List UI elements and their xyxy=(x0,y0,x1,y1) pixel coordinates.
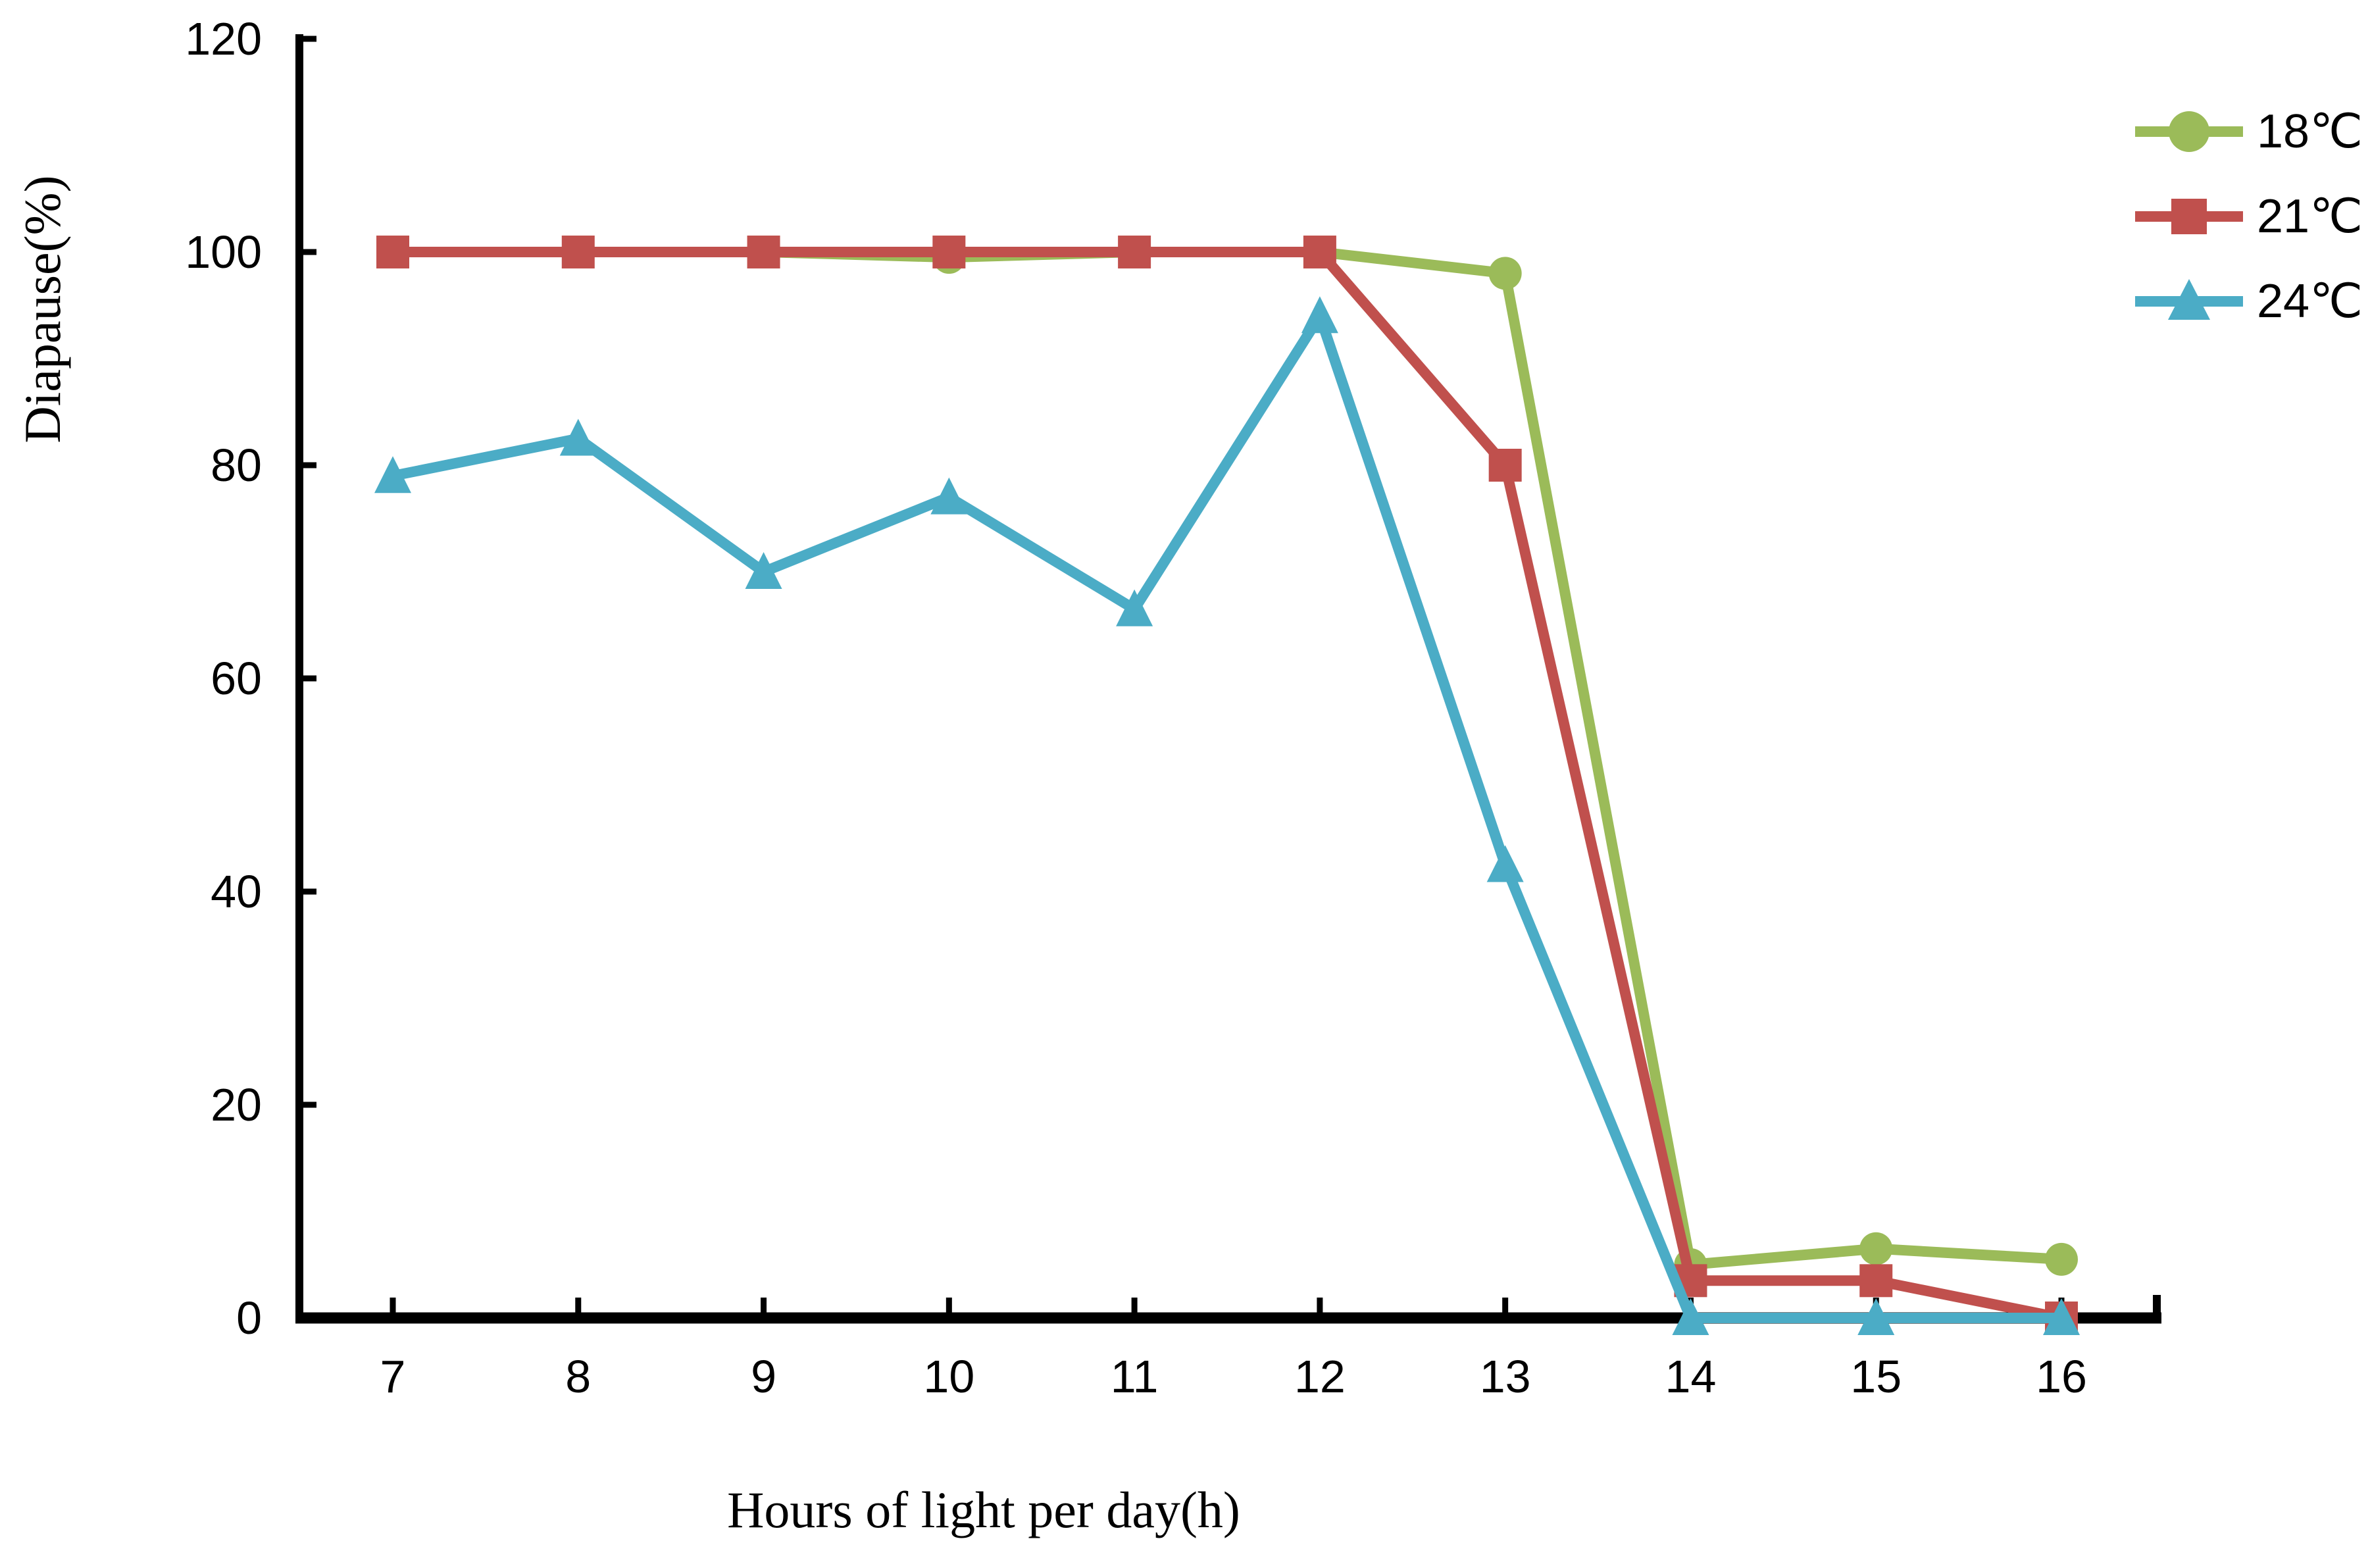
x-tick-label: 10 xyxy=(923,1351,974,1402)
triangle-marker xyxy=(745,552,782,589)
square-marker xyxy=(2171,199,2207,234)
y-tick-label: 20 xyxy=(211,1079,262,1130)
legend: 18℃ 21℃ 24℃ xyxy=(2133,105,2363,360)
square-marker xyxy=(376,236,409,268)
triangle-marker xyxy=(1672,1298,1709,1335)
x-tick-label: 8 xyxy=(565,1351,591,1402)
x-tick-label: 7 xyxy=(380,1351,406,1402)
square-marker xyxy=(1859,1264,1893,1298)
series-line-21℃ xyxy=(393,247,2063,1323)
triangle-marker xyxy=(2043,1298,2080,1335)
legend-label-18c: 18℃ xyxy=(2257,105,2363,158)
series-line-18℃ xyxy=(393,247,2062,1271)
square-marker xyxy=(1488,449,1522,482)
triangle-marker xyxy=(374,456,411,493)
legend-square-marker-icon xyxy=(2135,199,2243,234)
triangle-marker xyxy=(930,477,968,515)
y-tick-label: 80 xyxy=(211,440,262,491)
triangle-marker xyxy=(559,418,597,456)
x-axis-title: Hours of light per day(h) xyxy=(727,1481,1240,1538)
legend-label-24c: 24℃ xyxy=(2257,275,2363,328)
circle-marker xyxy=(2045,1242,2079,1276)
y-tick-label: 40 xyxy=(211,866,262,917)
triangle-marker xyxy=(1116,589,1153,626)
square-marker xyxy=(747,236,780,268)
series-24℃ xyxy=(374,296,2080,1335)
x-tick-label: 15 xyxy=(1850,1351,1902,1402)
series-21℃ xyxy=(376,236,2079,1334)
legend-triangle-marker-icon xyxy=(2135,279,2243,320)
y-axis-title: Diapause(%) xyxy=(14,175,71,443)
triangle-marker xyxy=(1301,296,1338,334)
legend-label-21c: 21℃ xyxy=(2257,190,2363,243)
square-marker xyxy=(1118,236,1151,268)
axes-layer: 0 20 40 60 80 100 120 7 8 9 10 11 12 13 14 15 16 xyxy=(185,13,2161,1402)
triangle-marker xyxy=(2168,279,2210,320)
x-tick-label: 16 xyxy=(2036,1351,2087,1402)
series-layer xyxy=(374,236,2080,1335)
square-marker xyxy=(932,236,966,268)
square-marker xyxy=(561,236,595,268)
x-tick-label: 12 xyxy=(1294,1351,1346,1402)
legend-circle-marker-icon xyxy=(2135,111,2243,152)
x-tick-label: 14 xyxy=(1665,1351,1717,1402)
square-marker xyxy=(1303,236,1336,268)
legend-item-24c: 24℃ xyxy=(2133,275,2363,328)
legend-item-21c: 21℃ xyxy=(2133,190,2363,243)
x-tick-label: 11 xyxy=(1111,1351,1159,1402)
circle-marker xyxy=(2169,111,2209,152)
triangle-marker xyxy=(1486,845,1524,882)
y-tick-label: 60 xyxy=(211,653,262,704)
series-18℃ xyxy=(376,236,2079,1281)
legend-item-18c: 18℃ xyxy=(2133,105,2363,158)
y-tick-label: 100 xyxy=(185,226,262,278)
x-tick-label: 13 xyxy=(1480,1351,1531,1402)
y-tick-label: 0 xyxy=(236,1292,262,1344)
series-line-24℃ xyxy=(391,303,2062,1323)
x-tick-label: 9 xyxy=(751,1351,776,1402)
circle-marker xyxy=(1859,1232,1893,1265)
circle-marker xyxy=(1488,257,1522,290)
y-tick-label: 120 xyxy=(185,13,262,64)
triangle-marker xyxy=(1857,1298,1895,1335)
